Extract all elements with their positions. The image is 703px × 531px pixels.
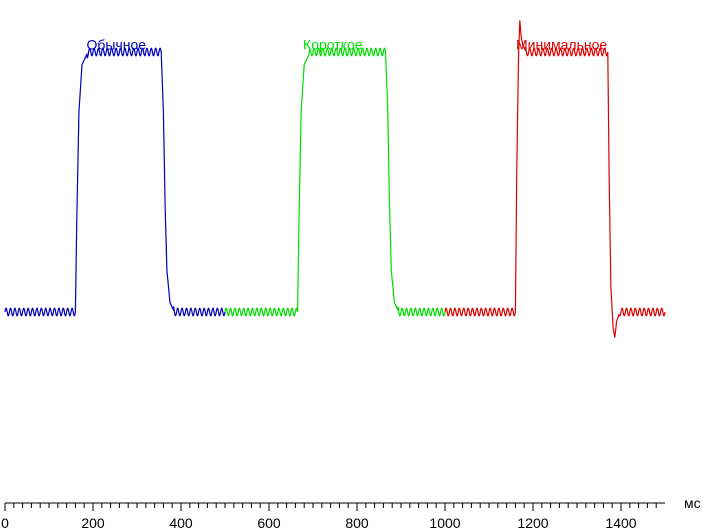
x-axis: 0 200 400 600 800 1000 1200 1400 мс: [1, 495, 701, 531]
series-line-2: [224, 47, 446, 317]
x-axis-ticks: [4, 503, 657, 511]
x-tick-label: 0: [1, 515, 9, 531]
legend-labels: Обычное Короткое Минимальное: [87, 37, 608, 53]
x-tick-label: 1000: [429, 515, 460, 531]
series-label-2: Короткое: [303, 37, 363, 53]
series-label-3: Минимальное: [516, 37, 607, 53]
x-tick-label: 1400: [605, 515, 636, 531]
x-tick-label: 400: [169, 515, 193, 531]
series-line-3: [444, 20, 666, 338]
plot-area: [4, 20, 666, 338]
x-tick-label: 1200: [517, 515, 548, 531]
x-axis-unit: мс: [684, 495, 701, 511]
x-tick-label: 600: [257, 515, 281, 531]
x-tick-label: 200: [81, 515, 105, 531]
x-axis-tick-labels: 0 200 400 600 800 1000 1200 1400: [1, 515, 637, 531]
series-line-1: [4, 47, 226, 317]
series-label-1: Обычное: [87, 37, 147, 53]
x-tick-label: 800: [345, 515, 369, 531]
